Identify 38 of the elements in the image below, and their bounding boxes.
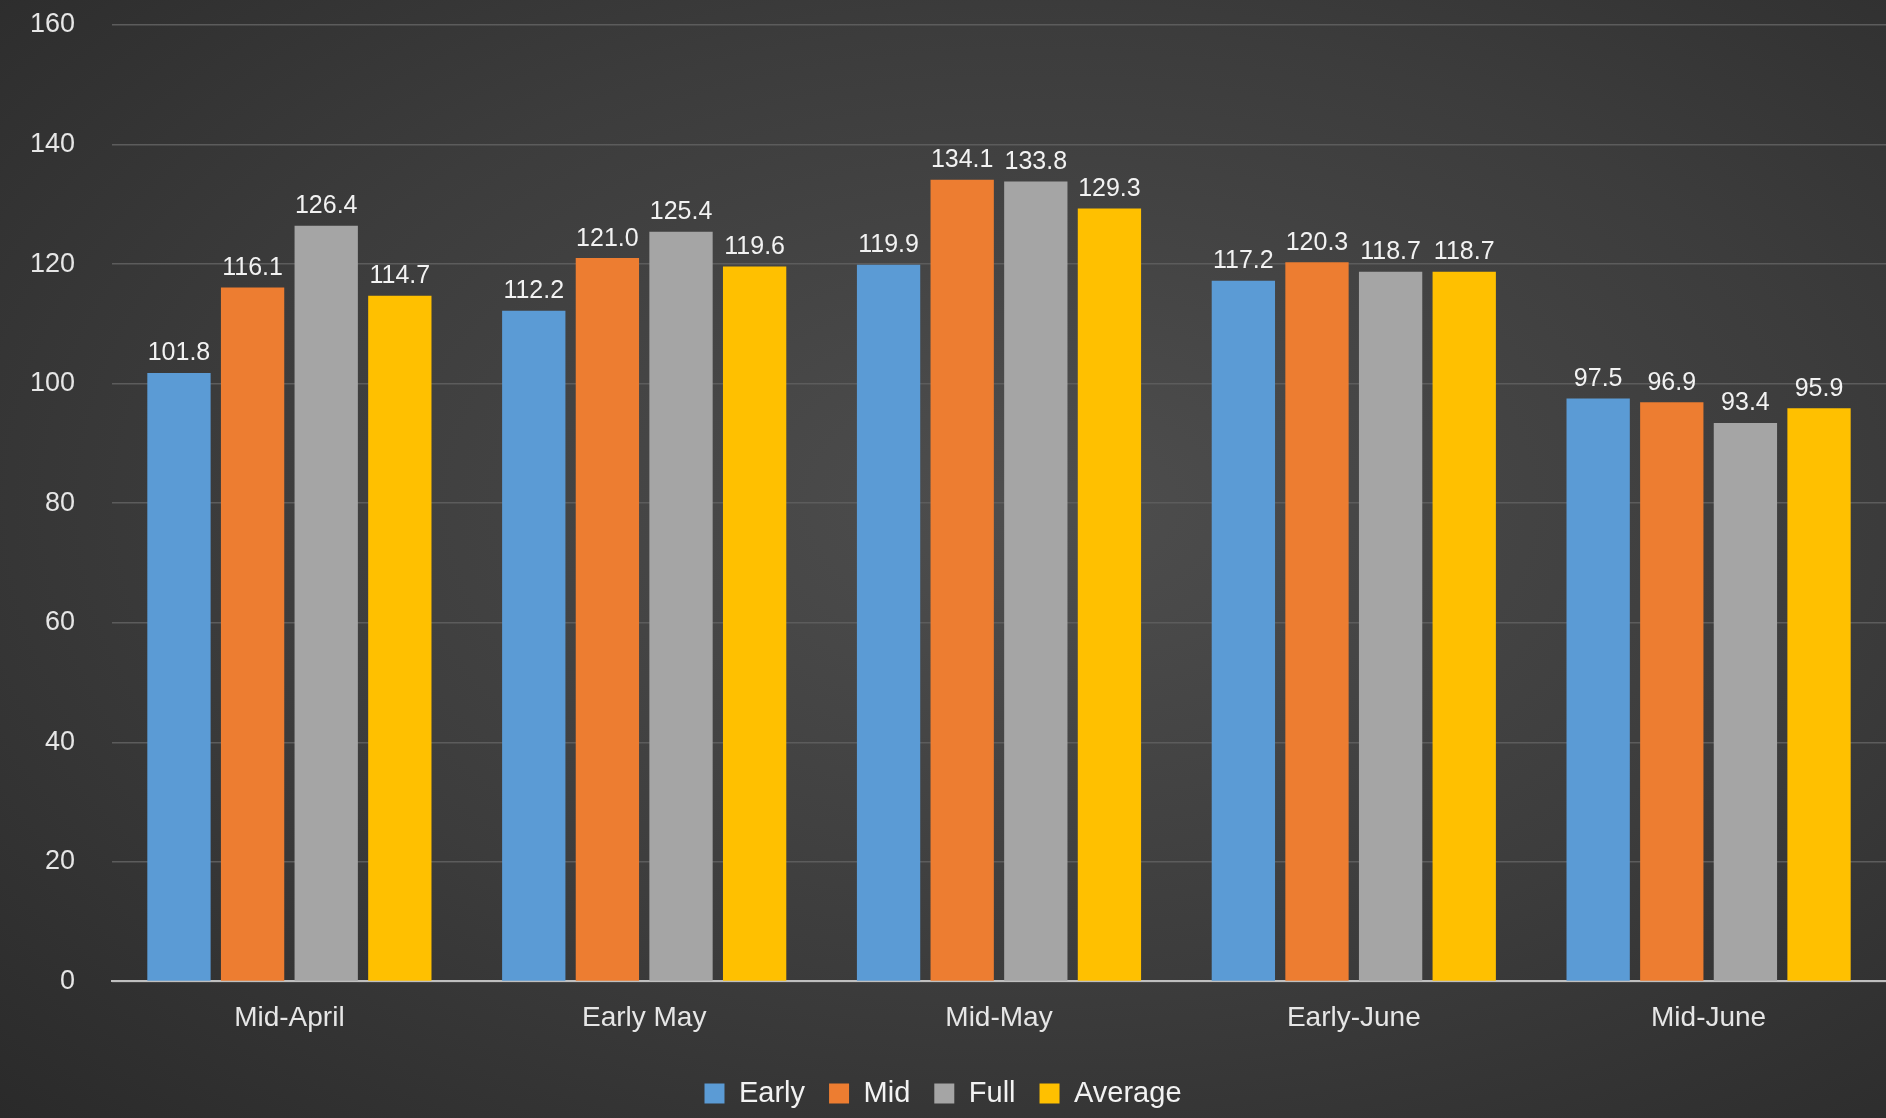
y-tick-label: 120 [29, 247, 75, 278]
legend-label: Mid [863, 1075, 911, 1108]
y-tick-label: 140 [29, 128, 75, 158]
x-tick-label: Early-June [1286, 1000, 1421, 1032]
data-label: 97.5 [1573, 362, 1623, 391]
data-label: 134.1 [930, 144, 994, 173]
x-tick-label: Mid-April [234, 1000, 345, 1032]
y-tick-label: 60 [44, 606, 75, 637]
data-label: 118.7 [1360, 236, 1421, 265]
x-tick-label: Early May [581, 1000, 707, 1032]
y-tick-label: 40 [44, 725, 75, 756]
y-tick-label: 20 [44, 845, 75, 876]
x-tick-label: Mid-May [945, 1000, 1053, 1032]
data-label: 101.8 [147, 337, 211, 366]
data-label: 125.4 [649, 196, 713, 225]
data-label: 114.7 [369, 260, 431, 289]
data-label: 96.9 [1647, 366, 1697, 395]
y-tick-label: 0 [59, 964, 75, 995]
x-tick-label: Mid-June [1651, 1000, 1767, 1032]
data-label: 95.9 [1794, 372, 1844, 401]
data-label: 133.8 [1004, 146, 1068, 174]
data-label: 119.6 [724, 230, 785, 259]
data-label: 93.4 [1721, 387, 1770, 416]
data-label: 120.3 [1285, 226, 1349, 255]
data-label: 117.2 [1213, 245, 1274, 274]
data-label: 112.2 [503, 275, 565, 304]
y-tick-label: 80 [44, 486, 75, 517]
legend-label: Early [738, 1075, 806, 1108]
data-label: 119.9 [858, 229, 919, 258]
data-label: 116.1 [222, 251, 283, 280]
y-tick-label: 160 [29, 8, 75, 39]
data-label: 118.7 [1433, 236, 1495, 265]
y-tick-label: 100 [29, 367, 75, 398]
data-label: 126.4 [294, 190, 358, 219]
legend-label: Average [1074, 1075, 1182, 1108]
legend-label: Full [968, 1075, 1016, 1108]
data-label: 121.0 [576, 222, 639, 251]
data-label: 129.3 [1078, 172, 1141, 201]
